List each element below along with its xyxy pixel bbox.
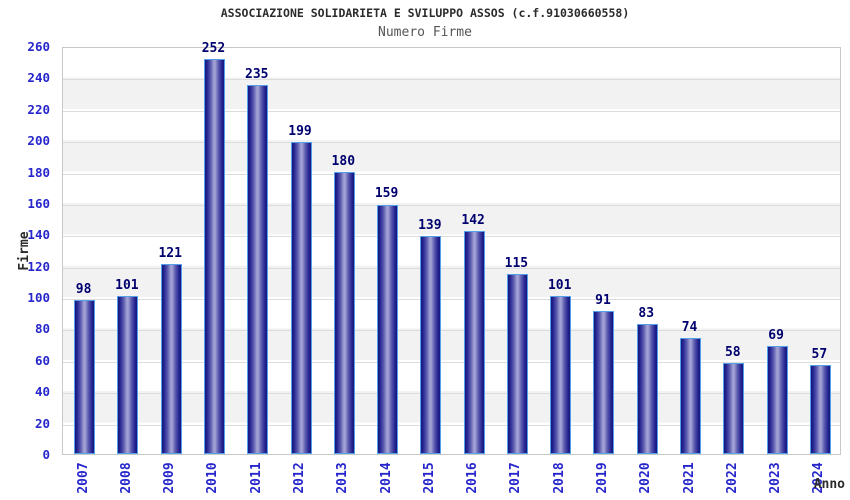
x-tick-label: 2016	[465, 462, 481, 494]
bar-value-label: 199	[288, 123, 312, 139]
gridline	[63, 142, 840, 144]
y-tick-label: 100	[27, 290, 50, 306]
bar-2021	[680, 337, 702, 454]
y-tick-label: 40	[34, 384, 50, 400]
x-tick-label: 2021	[681, 462, 697, 494]
bar-value-label: 91	[595, 293, 611, 309]
plot-area	[62, 47, 841, 455]
bar-value-label: 83	[638, 305, 655, 321]
y-tick-label: 180	[27, 164, 50, 180]
gridline	[63, 267, 840, 269]
x-tick-label: 2013	[335, 462, 351, 494]
y-tick-label: 160	[27, 195, 50, 211]
bar-2016	[463, 231, 485, 454]
y-tick-label: 140	[27, 227, 50, 243]
x-tick-label: 2014	[378, 462, 394, 494]
gridline	[63, 110, 840, 112]
bar-value-label: 74	[681, 319, 698, 335]
gridline	[63, 173, 840, 175]
gridline	[63, 424, 840, 426]
bar-2017	[506, 273, 528, 454]
bar-value-label: 57	[811, 346, 828, 362]
bar-2009	[160, 264, 182, 454]
x-axis-title: Anno	[813, 477, 845, 492]
bar-2008	[117, 295, 139, 454]
x-tick-label: 2008	[118, 462, 134, 494]
gridline	[63, 204, 840, 206]
bar-2012	[290, 141, 312, 454]
bar-2014	[377, 204, 399, 454]
y-tick-label: 20	[34, 415, 50, 431]
gridline	[63, 236, 840, 238]
gridline	[63, 79, 840, 81]
x-tick-label: 2018	[551, 462, 567, 494]
gridline	[63, 330, 840, 332]
bar-value-label: 252	[201, 40, 226, 56]
bar-2015	[420, 235, 442, 454]
x-tick-label: 2017	[508, 462, 524, 494]
x-tick-label: 2012	[292, 462, 308, 494]
bar-2007	[74, 300, 96, 454]
bar-value-label: 139	[418, 217, 442, 233]
bar-value-label: 180	[331, 153, 356, 169]
bar-value-label: 58	[724, 344, 741, 360]
chart-title: ASSOCIAZIONE SOLIDARIETA E SVILUPPO ASSO…	[220, 6, 630, 20]
bar-value-label: 115	[504, 255, 529, 271]
bar-value-label: 121	[158, 246, 182, 262]
x-tick-label: 2009	[162, 462, 178, 494]
y-tick-label: 120	[27, 258, 50, 274]
gridline	[63, 361, 840, 363]
y-tick-label: 80	[34, 321, 50, 337]
chart-subtitle: Numero Firme	[378, 25, 472, 40]
x-tick-label: 2010	[205, 462, 221, 494]
bar-value-label: 69	[768, 327, 784, 343]
x-tick-label: 2020	[638, 462, 654, 494]
y-tick-label: 220	[27, 101, 50, 117]
bar-2022	[723, 362, 745, 454]
x-tick-label: 2007	[75, 462, 91, 494]
y-tick-label: 60	[34, 352, 50, 368]
bar-2019	[593, 311, 615, 454]
bar-value-label: 142	[461, 213, 485, 229]
x-tick-label: 2015	[421, 462, 437, 494]
bar-2020	[636, 323, 658, 454]
bar-value-label: 235	[245, 67, 269, 83]
bar-value-label: 101	[115, 277, 139, 293]
bar-2011	[247, 85, 269, 454]
x-tick-label: 2011	[248, 462, 264, 494]
x-tick-label: 2022	[724, 462, 740, 494]
bar-value-label: 98	[75, 282, 92, 298]
bar-2013	[333, 171, 355, 454]
x-tick-label: 2019	[594, 462, 610, 494]
bar-2023	[766, 345, 788, 454]
bar-2018	[550, 295, 572, 454]
bar-value-label: 159	[374, 186, 399, 202]
bar-value-label: 101	[547, 277, 572, 293]
gridline	[63, 393, 840, 395]
y-tick-label: 200	[27, 133, 50, 149]
bar-2024	[809, 364, 831, 454]
gridline	[63, 299, 840, 301]
bar-2010	[203, 58, 225, 454]
y-tick-label: 0	[42, 447, 50, 462]
y-tick-label: 240	[27, 70, 50, 86]
y-tick-label: 260	[27, 39, 50, 54]
